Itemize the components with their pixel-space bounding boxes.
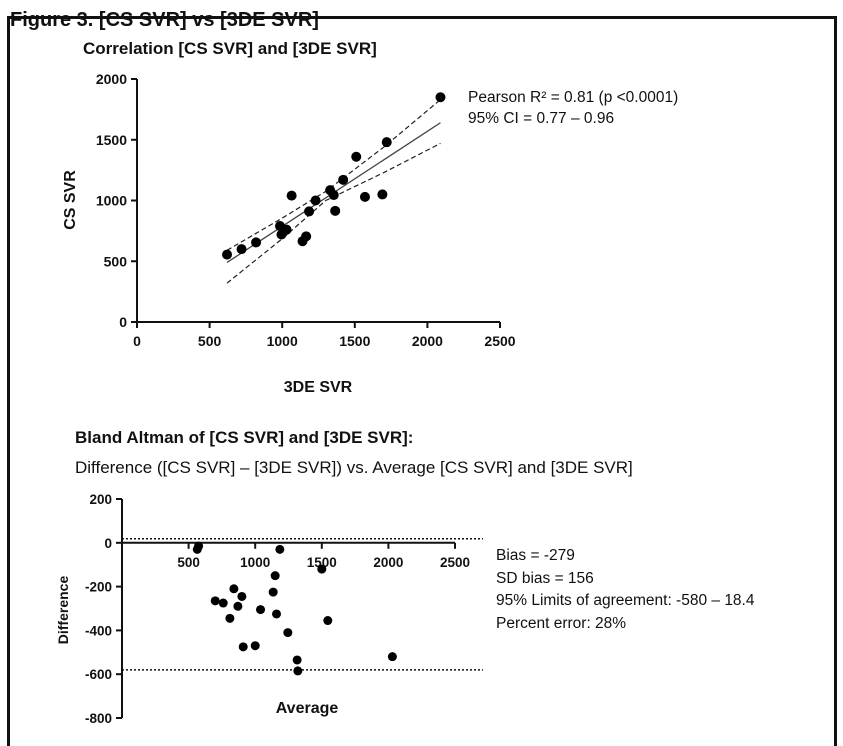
x-axis-label: Average xyxy=(276,700,339,717)
y-tick-label: -200 xyxy=(85,580,112,595)
x-tick-label: 2000 xyxy=(412,333,443,349)
scatter-points xyxy=(192,541,397,676)
y-tick-label: -600 xyxy=(85,667,112,682)
x-tick-label: 1000 xyxy=(240,555,270,570)
agreement-lines xyxy=(122,538,483,671)
data-point xyxy=(381,137,392,148)
data-point xyxy=(250,641,260,651)
data-point xyxy=(293,666,303,676)
data-point xyxy=(272,609,282,619)
data-point xyxy=(236,244,247,255)
limits-annotation: 95% Limits of agreement: -580 – 18.4 xyxy=(496,592,755,609)
percent-error-annotation: Percent error: 28% xyxy=(496,614,627,632)
data-point xyxy=(256,605,266,615)
data-point xyxy=(225,613,235,623)
x-tick-label: 2500 xyxy=(440,555,470,570)
data-point xyxy=(229,584,239,594)
data-point xyxy=(238,642,248,652)
data-point xyxy=(338,174,349,185)
data-point xyxy=(317,564,327,574)
axes: 500 1000 1500 2000 2500 -800 -600 -400 -200 0 200 xyxy=(85,492,470,726)
data-point xyxy=(330,205,341,216)
y-tick-label: 2000 xyxy=(96,71,127,87)
x-tick-label: 1000 xyxy=(267,333,298,349)
data-point xyxy=(359,191,370,202)
data-point xyxy=(251,237,262,248)
data-point xyxy=(218,598,228,608)
sd-bias-annotation: SD bias = 156 xyxy=(496,569,594,587)
y-tick-label: 500 xyxy=(104,253,128,269)
data-point xyxy=(304,206,315,217)
data-point xyxy=(270,571,280,581)
chart-title: Correlation [CS SVR] and [3DE SVR] xyxy=(83,39,377,58)
data-point xyxy=(268,587,278,597)
data-point xyxy=(310,195,321,206)
y-tick-label: 0 xyxy=(119,314,127,330)
x-tick-label: 500 xyxy=(177,555,200,570)
y-tick-label: 1500 xyxy=(96,132,127,148)
data-point xyxy=(323,616,333,626)
x-tick-label: 500 xyxy=(198,333,222,349)
axes: 0 500 1000 1500 2000 2500 0 500 1000 1500 2000 xyxy=(96,71,516,349)
data-point xyxy=(387,652,397,662)
figure-frame: Figure 3. [CS SVR] vs [3DE SVR] xyxy=(7,9,837,746)
ci-lower-line xyxy=(226,142,441,284)
data-point xyxy=(237,591,247,601)
data-point xyxy=(194,541,204,551)
x-tick-label: 1500 xyxy=(307,555,337,570)
data-point xyxy=(233,601,243,611)
data-point xyxy=(301,231,312,242)
scatter-points xyxy=(222,92,446,260)
x-tick-label: 2000 xyxy=(373,555,403,570)
y-tick-label: -800 xyxy=(85,711,112,726)
data-point xyxy=(435,92,446,103)
y-tick-label: -400 xyxy=(85,623,112,638)
data-point xyxy=(351,151,362,162)
bland-altman-stats: Bias = -279 SD bias = 156 95% Limits of … xyxy=(496,545,754,635)
ci-annotation: 95% CI = 0.77 – 0.96 xyxy=(468,110,615,127)
pearson-annotation: Pearson R² = 0.81 (p <0.0001) xyxy=(468,89,679,106)
x-tick-label: 1500 xyxy=(339,333,370,349)
data-point xyxy=(222,249,233,260)
x-axis-label: 3DE SVR xyxy=(284,379,353,396)
data-point xyxy=(286,190,297,201)
data-point xyxy=(292,655,302,665)
data-point xyxy=(281,224,292,235)
y-tick-label: 1000 xyxy=(96,193,127,209)
y-axis-label: Difference xyxy=(55,576,71,645)
data-point xyxy=(275,544,285,554)
x-tick-label: 2500 xyxy=(484,333,515,349)
chart-subtitle: Difference ([CS SVR] – [3DE SVR]) vs. Av… xyxy=(75,458,633,477)
y-axis-label: CS SVR xyxy=(62,170,79,230)
data-point xyxy=(377,189,388,200)
y-tick-label: 0 xyxy=(104,536,112,551)
data-point xyxy=(283,628,293,638)
x-tick-label: 0 xyxy=(133,333,141,349)
chart-title: Bland Altman of [CS SVR] and [3DE SVR]: xyxy=(75,428,413,447)
data-point xyxy=(328,190,339,201)
data-point xyxy=(210,596,220,606)
y-tick-label: 200 xyxy=(89,492,112,507)
figure-caption: Figure 3. [CS SVR] vs [3DE SVR] xyxy=(10,9,319,31)
bias-annotation: Bias = -279 xyxy=(496,547,575,564)
correlation-stats: Pearson R² = 0.81 (p <0.0001) 95% CI = 0… xyxy=(468,87,678,129)
